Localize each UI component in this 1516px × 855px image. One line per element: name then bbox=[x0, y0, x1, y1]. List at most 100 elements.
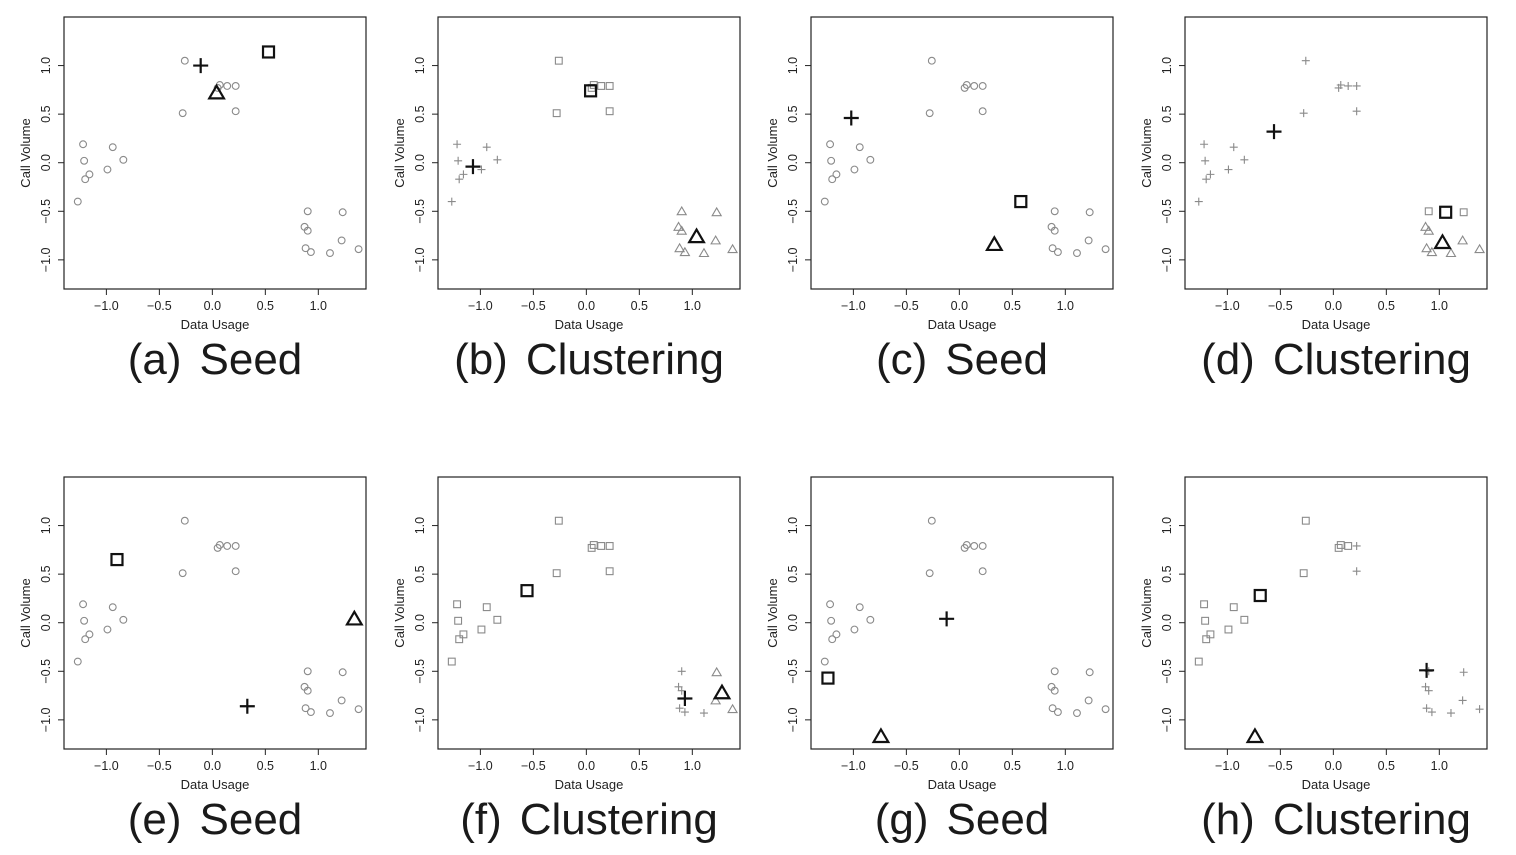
data-point-circle bbox=[306, 248, 315, 257]
data-point-circle bbox=[820, 197, 829, 206]
data-point-triangle bbox=[674, 242, 686, 253]
centroid-plus bbox=[843, 110, 859, 126]
panel-caption: (f) Clustering bbox=[460, 795, 718, 844]
data-point-circle bbox=[81, 175, 90, 184]
x-tick-label: 1.0 bbox=[310, 759, 327, 773]
y-tick-label: −0.5 bbox=[39, 199, 53, 224]
data-point-circle bbox=[337, 236, 346, 245]
y-tick-label: −1.0 bbox=[786, 707, 800, 732]
data-point-triangle bbox=[710, 235, 722, 245]
data-point-plus bbox=[1240, 155, 1249, 164]
y-tick-label: 1.0 bbox=[413, 517, 427, 534]
data-point-plus bbox=[699, 709, 708, 718]
data-point-circle bbox=[855, 603, 864, 612]
x-tick-label: 0.0 bbox=[204, 299, 221, 313]
centroid-triangle bbox=[871, 727, 891, 744]
centroid-plus bbox=[193, 58, 209, 74]
y-tick-label: 1.0 bbox=[413, 57, 427, 74]
data-point-square bbox=[1201, 616, 1210, 625]
data-point-triangle bbox=[727, 703, 739, 714]
panel-caption: (c) Seed bbox=[876, 335, 1048, 384]
x-tick-label: 1.0 bbox=[684, 299, 701, 313]
data-point-square bbox=[554, 516, 563, 525]
data-point-circle bbox=[962, 81, 971, 89]
data-point-circle bbox=[178, 109, 187, 118]
x-tick-label: −0.5 bbox=[521, 759, 546, 773]
scatter-panel-h: −1.0 −0.5 0.0 0.5 1.0 −1.0 −0.5 0.0 0.5 1.0 Data U… bbox=[1139, 476, 1488, 844]
y-tick-label: 1.0 bbox=[1160, 517, 1174, 534]
x-tick-label: 1.0 bbox=[1057, 299, 1074, 313]
y-axis-title: Call Volume bbox=[765, 578, 780, 647]
data-point-circle bbox=[215, 541, 224, 549]
data-point-circle bbox=[962, 541, 971, 549]
plot-frame bbox=[810, 476, 1114, 750]
data-point-plus bbox=[455, 175, 464, 184]
data-point-plus bbox=[1458, 696, 1467, 705]
data-point-plus bbox=[1427, 708, 1436, 717]
data-point-square bbox=[605, 107, 614, 116]
y-tick-label: 1.0 bbox=[1160, 57, 1174, 74]
plot-frame bbox=[1184, 16, 1488, 290]
y-tick-label: 1.0 bbox=[786, 57, 800, 74]
y-tick-label: 0.5 bbox=[786, 565, 800, 582]
x-tick-label: 1.0 bbox=[684, 759, 701, 773]
data-point-circle bbox=[850, 625, 859, 634]
data-point-triangle bbox=[711, 666, 723, 677]
y-tick-label: 0.0 bbox=[413, 154, 427, 171]
data-point-plus bbox=[493, 155, 502, 164]
data-point-circle bbox=[1084, 236, 1093, 245]
data-point-circle bbox=[1085, 208, 1094, 217]
x-tick-label: −1.0 bbox=[841, 759, 866, 773]
data-point-circle bbox=[85, 630, 94, 639]
data-point-circle bbox=[1073, 709, 1081, 718]
y-tick-label: 0.0 bbox=[1160, 614, 1174, 631]
caption-word: Clustering bbox=[1273, 335, 1471, 384]
data-point-plus bbox=[675, 704, 684, 713]
x-tick-label: 0.5 bbox=[257, 759, 274, 773]
data-point-plus bbox=[1344, 81, 1353, 90]
data-point-circle bbox=[826, 600, 835, 609]
data-point-square bbox=[1424, 207, 1433, 216]
centroid-plus bbox=[939, 611, 955, 627]
data-point-circle bbox=[970, 82, 979, 90]
centroid-square bbox=[1014, 194, 1028, 209]
x-tick-label: 0.5 bbox=[631, 299, 648, 313]
plot-frame bbox=[810, 16, 1114, 290]
data-point-circle bbox=[866, 155, 875, 164]
centroid-triangle bbox=[1433, 233, 1452, 250]
data-point-circle bbox=[326, 249, 334, 258]
data-point-circle bbox=[303, 667, 312, 676]
data-point-circle bbox=[303, 207, 312, 216]
scatter-panel-g: −1.0 −0.5 0.0 0.5 1.0 −1.0 −0.5 0.0 0.5 1.0 Data U… bbox=[765, 476, 1114, 844]
data-point-circle bbox=[925, 569, 934, 578]
x-tick-label: 1.0 bbox=[310, 299, 327, 313]
scatter-panel-d: −1.0 −0.5 0.0 0.5 1.0 −1.0 −0.5 0.0 0.5 1.0 Data U… bbox=[1139, 16, 1488, 384]
x-tick-label: 0.5 bbox=[1004, 759, 1021, 773]
data-point-circle bbox=[108, 603, 117, 612]
y-tick-label: −1.0 bbox=[39, 707, 53, 732]
y-tick-label: −0.5 bbox=[39, 659, 53, 684]
x-tick-label: −0.5 bbox=[894, 299, 919, 313]
centroid-plus bbox=[1419, 662, 1435, 678]
x-tick-label: 0.0 bbox=[578, 299, 595, 313]
data-point-circle bbox=[1050, 207, 1059, 216]
y-tick-label: 0.5 bbox=[413, 565, 427, 582]
y-tick-label: 0.0 bbox=[786, 614, 800, 631]
data-point-square bbox=[477, 625, 486, 634]
scatter-panel-a: −1.0 −0.5 0.0 0.5 1.0 −1.0 −0.5 0.0 0.5 1.0 Data U… bbox=[18, 16, 367, 384]
data-point-circle bbox=[306, 708, 315, 717]
data-point-square bbox=[1240, 615, 1249, 624]
scatter-panel-f: −1.0 −0.5 0.0 0.5 1.0 −1.0 −0.5 0.0 0.5 1.0 Data U… bbox=[392, 476, 741, 844]
data-point-triangle bbox=[1426, 246, 1438, 257]
data-point-circle bbox=[827, 156, 836, 165]
data-point-circle bbox=[103, 165, 112, 174]
panel-caption: (g) Seed bbox=[875, 795, 1050, 844]
data-point-circle bbox=[303, 226, 312, 235]
plot-frame bbox=[437, 16, 741, 290]
data-point-plus bbox=[1422, 704, 1431, 713]
centroid-square bbox=[583, 84, 598, 98]
data-point-circle bbox=[1050, 226, 1059, 235]
x-tick-label: 0.5 bbox=[1378, 759, 1395, 773]
data-point-plus bbox=[1200, 140, 1209, 149]
x-tick-label: 0.0 bbox=[578, 759, 595, 773]
